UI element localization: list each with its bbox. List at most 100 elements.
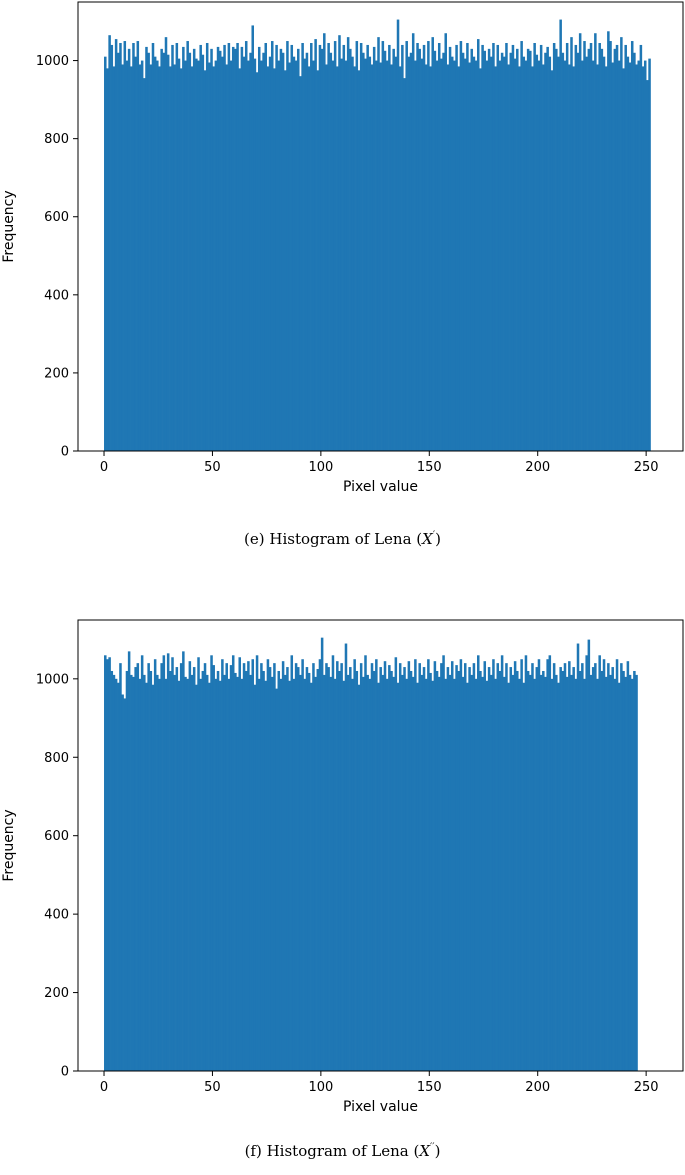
chart-e-bar [396, 19, 400, 451]
chart-f-bar [201, 670, 205, 1071]
chart-e-bar [635, 64, 638, 451]
chart-e-bar [420, 58, 424, 452]
caption-f: (f) Histogram of Lena (X′′) [0, 1142, 685, 1160]
chart-e-bar [158, 66, 161, 452]
chart-f-bar [251, 659, 254, 1071]
chart-f-bar [546, 659, 549, 1071]
chart-e-bar [552, 43, 556, 451]
chart-f-bar [609, 674, 612, 1071]
chart-f-bar [587, 639, 591, 1071]
chart-f-bar [175, 667, 179, 1071]
chart-f-bar [331, 655, 335, 1071]
chart-e-bar [312, 60, 315, 451]
chart-e-bar [199, 44, 202, 451]
chart-e-bar [463, 58, 467, 452]
chart-e-bar [507, 64, 510, 451]
chart-e-bar [594, 33, 597, 451]
chart-f-bar [442, 655, 445, 1071]
chart-e-bar [578, 33, 582, 451]
chart-f-bar [342, 680, 346, 1071]
chart-e-bar [585, 56, 588, 451]
chart-e-x-tick-label: 250 [634, 460, 659, 475]
chart-f-bar [266, 659, 270, 1071]
chart-f-bar [140, 655, 144, 1071]
chart-e-y-tick-label: 200 [44, 366, 69, 381]
chart-f-bar [589, 674, 593, 1071]
chart-e-bar [470, 48, 474, 451]
chart-e-bar [212, 66, 215, 452]
chart-f-bar [598, 655, 601, 1071]
chart-e-bar [503, 56, 506, 451]
chart-f-bar [531, 663, 534, 1071]
chart-e-bar [112, 66, 116, 452]
chart-e-bar [461, 52, 465, 451]
chart-e-bar [624, 44, 627, 451]
chart-e-bar [299, 76, 302, 452]
chart-e-bar [340, 58, 343, 452]
chart-e-bar [270, 41, 274, 451]
caption-f-text: (f) Histogram of Lena ( [244, 1142, 420, 1160]
chart-f-bar [424, 678, 428, 1071]
chart-e-bar [333, 41, 337, 451]
chart-f-bar [127, 651, 131, 1071]
chart-f-bar [340, 663, 343, 1071]
chart-f-bar [385, 678, 389, 1071]
chart-f-x-tick-label: 250 [634, 1080, 659, 1095]
chart-f-y-axis-label: Frequency [1, 809, 17, 881]
chart-f-bar [353, 659, 356, 1071]
chart-e-bar [351, 56, 354, 451]
chart-f-x-tick-label: 150 [417, 1080, 442, 1095]
chart-f-bar [401, 674, 404, 1071]
chart-f-bar [205, 674, 209, 1071]
chart-f-bar [611, 667, 614, 1071]
caption-f-sup: ′′ [430, 1142, 435, 1153]
chart-f-bar [132, 676, 135, 1071]
chart-e-bar [229, 60, 233, 451]
histogram-chart-f: 0 50 100 150 200 250 0 200 400 600 800 1000 Pixel va… [1, 619, 684, 1115]
chart-e-bar [130, 66, 133, 452]
chart-e-bar [615, 44, 619, 451]
chart-e-bar [156, 60, 159, 451]
chart-f-bar [372, 670, 376, 1071]
chart-f-bar [212, 665, 215, 1071]
chart-e-bar [362, 52, 365, 451]
chart-f-bar [366, 674, 369, 1071]
chart-f-bar [323, 674, 326, 1071]
chart-e-bar [550, 70, 554, 451]
chart-e-bar [242, 56, 246, 451]
chart-f-bar [203, 663, 207, 1071]
chart-f-bar [481, 676, 484, 1071]
chart-f-bar [238, 657, 241, 1071]
chart-e-bar [570, 37, 573, 451]
chart-f-bar [455, 665, 458, 1071]
chart-e-bar [613, 48, 617, 451]
chart-f-bar [307, 672, 311, 1071]
chart-e-bar [346, 37, 350, 451]
chart-e-bar [620, 37, 623, 451]
chart-e-bar [145, 46, 148, 452]
chart-f-bar [338, 670, 341, 1071]
chart-f-bar [264, 680, 268, 1071]
chart-e-bar [138, 64, 142, 451]
chart-f-bar [574, 678, 578, 1071]
chart-e-bar [565, 43, 569, 451]
chart-f-bar [583, 678, 586, 1071]
chart-f-bar [249, 674, 252, 1071]
chart-e-bar [533, 43, 536, 451]
chart-f-bar [585, 655, 588, 1071]
chart-f-bar [472, 663, 476, 1071]
chart-f-bar [349, 667, 352, 1071]
chart-f-bar [607, 663, 610, 1071]
chart-e-bar [518, 66, 521, 452]
chart-e-bar [190, 66, 194, 452]
chart-e-bar [231, 46, 235, 452]
chart-e-bar [407, 56, 411, 451]
chart-e-bar [227, 43, 231, 451]
chart-e-bar [539, 44, 543, 451]
chart-e-bar [125, 60, 129, 451]
chart-f-bar [591, 667, 595, 1071]
chart-f-bar [398, 663, 402, 1071]
chart-f-bar [466, 682, 469, 1071]
chart-f-bar [461, 676, 465, 1071]
chart-e-bar [201, 54, 205, 452]
